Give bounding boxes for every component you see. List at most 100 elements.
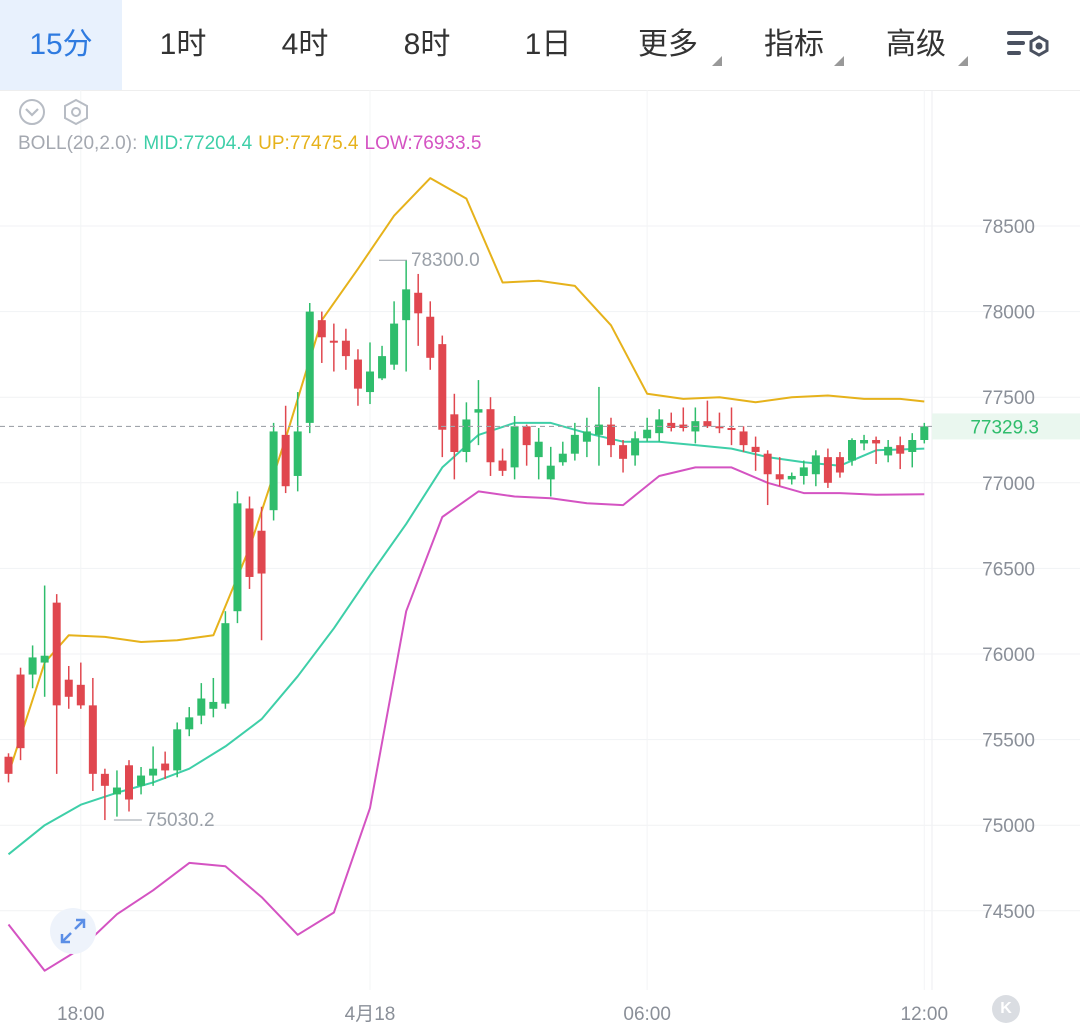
candle-body [88,705,97,774]
candle [691,407,700,444]
candle-body [52,602,61,706]
candle [534,428,543,480]
candle [185,707,194,737]
tab-8h[interactable]: 8时 [382,0,472,90]
candle [64,665,73,709]
candle-body [908,440,917,452]
k-line-icon[interactable]: K [992,995,1020,1023]
candle [293,392,302,492]
candle-body [787,475,796,480]
candle [631,431,640,466]
candle-body [848,440,856,461]
collapse-chevron-icon[interactable] [18,98,46,126]
candle-body [257,530,266,574]
candle-body [920,426,929,440]
candle [137,766,146,795]
candle [28,645,37,689]
candle-body [872,440,881,444]
x-tick-label: 12:00 [901,1004,949,1025]
expand-arrows-icon[interactable] [50,908,96,954]
candle-body [884,446,893,456]
candle-body [221,623,230,704]
last-price-label: 77329.3 [970,417,1039,438]
candle [378,345,387,381]
candlestick-chart[interactable]: 78300.0 75030.2 78500 78000 77500 77000 76500… [0,90,1080,1030]
candle [414,273,423,346]
candle-body [185,717,194,730]
candle [161,751,170,779]
candle-body [341,340,350,357]
tab-indicators[interactable]: 指标 [764,0,846,90]
candle [884,440,893,463]
tab-label: 1时 [159,28,207,61]
y-tick-label: 75500 [982,731,1035,752]
tab-15min[interactable]: 15分 [0,0,122,90]
candle [474,380,483,446]
candle-body [40,655,49,663]
tab-more[interactable]: 更多 [638,0,724,90]
candle [643,417,652,442]
candle [510,416,519,480]
y-tick-label: 74500 [982,902,1035,923]
candle [221,611,230,709]
tab-label: 8时 [403,28,451,61]
candle-body [775,474,784,480]
candle [920,422,929,444]
candle [619,440,628,473]
candle [823,448,832,488]
candle-body [835,457,844,473]
candle [149,746,158,786]
candle [486,397,495,476]
candle [52,594,61,774]
boll-low-value: LOW:76933.5 [364,133,482,154]
tab-advanced[interactable]: 高级 [886,0,970,90]
candle-body [546,465,555,480]
candle-body [390,323,399,365]
candle-body [751,446,760,452]
candle-body [402,289,411,321]
x-tick-label: 4月18 [345,1004,396,1025]
candle-body [414,292,423,314]
candle [438,335,447,458]
candle [811,450,820,487]
candle [558,441,567,466]
candle-body [510,426,519,468]
candle [233,491,242,624]
y-tick-label: 78000 [982,303,1035,324]
candle-body [149,768,158,776]
tab-1d[interactable]: 1日 [503,0,593,90]
candle-body [582,431,591,442]
candle [16,667,25,761]
candle [679,407,688,432]
boll-up-value: UP:77475.4 [258,133,359,154]
candle [655,409,664,442]
candle [522,424,531,466]
candle [715,412,724,434]
candle-body [462,419,471,452]
candle-body [570,434,579,454]
hexagon-settings-icon[interactable] [62,98,90,126]
candle-body [450,414,459,452]
candle [570,422,579,461]
tab-1h[interactable]: 1时 [138,0,228,90]
boll-mid-line [7,421,925,856]
candle [739,426,748,452]
candle [88,677,97,791]
tab-4h[interactable]: 4时 [260,0,350,90]
candle-body [498,460,507,471]
candle-body [173,729,182,771]
candle [366,342,374,405]
last-price-badge [932,413,1080,440]
tab-label: 高级 [886,28,946,61]
candle-body [100,773,109,786]
candle [426,301,435,370]
candle [40,585,49,697]
candle [269,422,278,521]
candle [76,662,85,709]
chart-settings-icon[interactable] [1005,27,1053,63]
candle [787,472,796,485]
candle [305,303,314,434]
candle [908,433,917,468]
dropdown-caret-icon [712,56,722,66]
candle-body [594,424,603,435]
